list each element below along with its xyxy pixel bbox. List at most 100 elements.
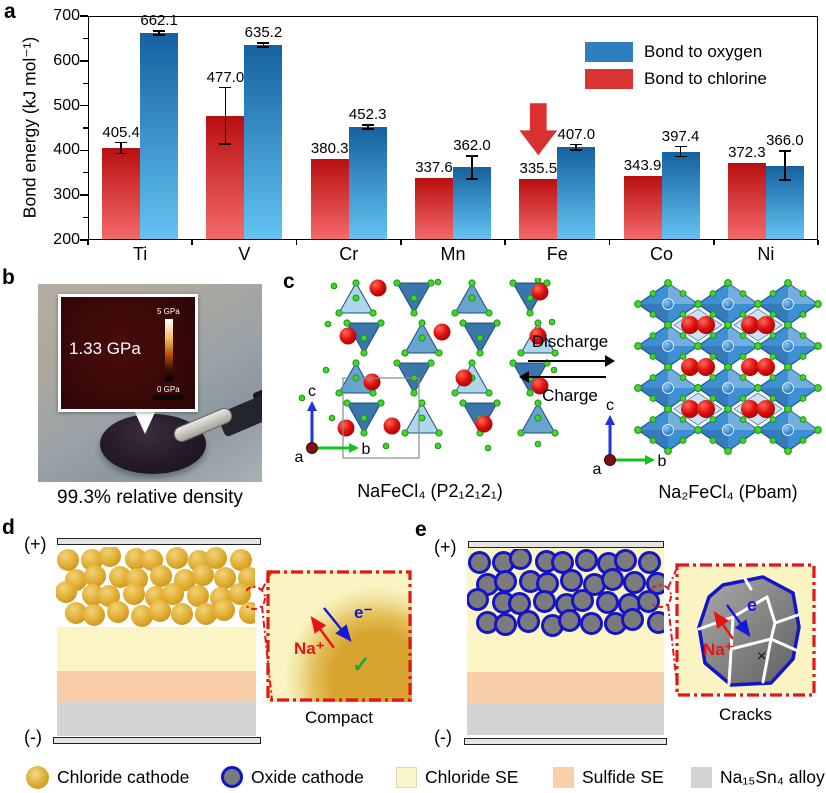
bar-value-label: 380.3 (310, 140, 349, 158)
alloy-layer-e (467, 704, 664, 735)
bar-value-label: 337.6 (415, 159, 453, 177)
inset-pointer-triangle (133, 408, 157, 434)
bar-value-label: 477.0 (206, 68, 245, 86)
y-major-tick (80, 60, 88, 62)
discharge-arrow (528, 354, 615, 369)
y-tick-label: 600 (53, 51, 80, 69)
error-bar-cap (570, 149, 583, 151)
error-bar-line (366, 124, 369, 130)
error-bar-cap (674, 155, 687, 158)
na2fecl4-caption: Na₂FeCl₄ (Pbam) (658, 482, 798, 502)
chloride-se-layer-d (57, 627, 256, 671)
oxide-cathode-particle (621, 608, 645, 632)
cracked-particle (697, 575, 801, 687)
chloride-cathode-particle (83, 565, 106, 588)
x-category-label: Fe (546, 244, 568, 264)
compact-particle-inset: Na⁺ e⁻ ✓ (266, 570, 412, 702)
chloride-cathode-particle (191, 563, 214, 586)
positive-terminal-e: (+) (434, 537, 457, 557)
oxide-cathode-particle (494, 569, 518, 593)
electron-label-d: e⁻ (354, 603, 372, 622)
bar-value-label: 397.4 (661, 127, 700, 145)
y-minor-tick (83, 217, 88, 219)
panel-label-a: a (4, 0, 16, 23)
x-tick (504, 240, 506, 245)
sulfide-se-label: Sulfide SE (582, 766, 664, 787)
error-bar-line (262, 43, 265, 47)
error-bar-cap (115, 152, 128, 155)
oxide-cathode-particle (508, 549, 532, 571)
x-category-label: Mn (440, 244, 466, 264)
x-tick (608, 240, 611, 245)
nafecl4-structure: c b a (295, 278, 559, 466)
charge-label: Charge (542, 386, 598, 405)
relative-density-caption: 99.3% relative density (57, 487, 243, 508)
chloride-cathode-particle (98, 547, 121, 568)
chloride-cathode-particle (229, 583, 252, 606)
colorbar-max-label: 5 GPa (157, 307, 180, 316)
legend-item-chloride-cathode: Chloride cathode (26, 764, 189, 790)
chloride-cathode-particle (150, 564, 173, 587)
error-bar-line (158, 31, 160, 35)
y-minor-tick (83, 127, 88, 129)
chloride-cathode-particle (165, 547, 188, 570)
chloride-cathode-particle (107, 600, 130, 623)
check-mark: ✓ (352, 652, 370, 677)
compact-inset-overlay: Na⁺ e⁻ ✓ (266, 570, 412, 702)
scale-bar (153, 395, 183, 400)
bar-chlorine-Mn (415, 178, 453, 239)
chloride-cathode-particle (65, 602, 88, 624)
error-bar-cap (219, 86, 232, 89)
negative-terminal-d: (-) (24, 727, 42, 747)
oxide-cathode-particle (493, 613, 517, 637)
chloride-cathode-particle (108, 566, 131, 588)
bar-oxygen-Cr (348, 126, 387, 239)
error-bar-cap (257, 42, 270, 45)
discharge-label: Discharge (531, 332, 609, 351)
bar-value-label: 635.2 (244, 24, 283, 42)
chloride-cathode-particle (131, 604, 154, 627)
chloride-cathode-particle (195, 603, 218, 626)
svg-text:c: c (606, 397, 614, 414)
svg-text:c: c (308, 383, 316, 400)
sulfide-se-layer-d (57, 671, 256, 702)
x-tick (87, 240, 89, 245)
error-bar-cap (219, 143, 232, 145)
legend-label-oxygen: Bond to oxygen (644, 42, 763, 61)
top-electrode-e (468, 541, 664, 548)
bar-value-label: 405.4 (102, 123, 140, 141)
chloride-cathode-particle (239, 602, 255, 624)
oxide-cathode-particle (571, 589, 595, 613)
bar-value-label: 335.5 (519, 160, 558, 178)
bar-value-label: 366.0 (766, 132, 804, 150)
chloride-cathode-label: Chloride cathode (57, 766, 190, 787)
chloride-cathode-particle (83, 604, 106, 627)
bar-chlorine-Ti (102, 147, 141, 239)
svg-text:a: a (593, 461, 602, 478)
bar-chart-panel: Bond energy (kJ mol⁻¹) Bond to oxygen Bo… (0, 0, 826, 264)
crack-lines (697, 577, 800, 686)
alloy-label: Na₁₅Sn₄ alloy (720, 766, 825, 787)
oxide-cathode-particle (575, 549, 599, 573)
discharge-charge-block: Discharge Charge (518, 332, 622, 408)
y-major-tick (80, 149, 88, 152)
oxide-cathode-particle (622, 571, 646, 595)
oxide-cathode-particle (532, 589, 556, 613)
bar-value-label: 362.0 (453, 136, 491, 154)
y-major-tick (80, 239, 88, 241)
error-bar-line (679, 146, 682, 157)
bottom-electrode-d (53, 737, 261, 744)
error-bar-cap (361, 128, 374, 130)
bar-value-label: 452.3 (348, 105, 387, 123)
chloride-cathode-swatch (26, 765, 49, 789)
error-bar-cap (778, 179, 791, 181)
legend-item-sulfide-se: Sulfide SE (553, 764, 664, 790)
tweezers-arm (216, 363, 262, 438)
error-bar-cap (674, 145, 687, 148)
oxide-cathode-layer (467, 549, 664, 637)
panel-label-c: c (283, 270, 295, 293)
legend-row-oxygen: Bond to oxygen (585, 40, 767, 64)
error-bar-cap (361, 123, 374, 126)
x-category-label: V (238, 244, 251, 264)
oxide-cathode-particle (638, 550, 661, 574)
